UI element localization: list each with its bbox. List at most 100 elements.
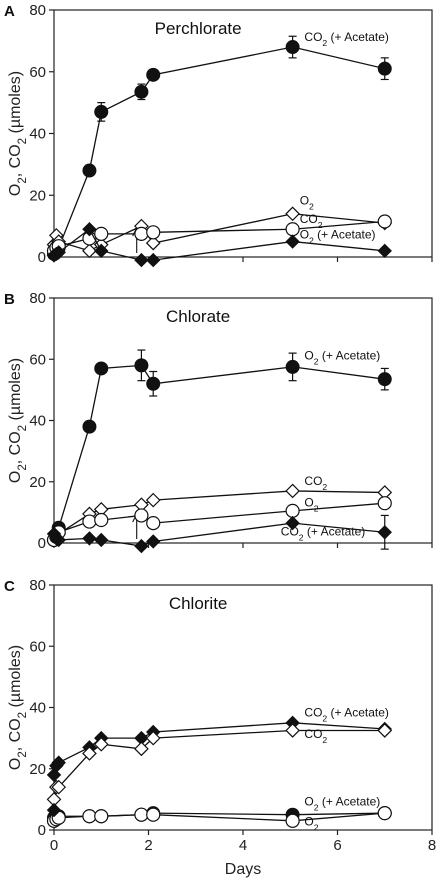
data-point xyxy=(377,496,392,511)
data-point xyxy=(285,359,300,374)
series-annotation: CO2 (+ Acetate) xyxy=(281,524,366,542)
data-point xyxy=(134,538,149,554)
y-axis-label: O2, CO2 (µmoles) xyxy=(7,71,29,196)
data-point xyxy=(285,723,300,738)
data-point xyxy=(134,807,149,822)
y-tick-label: 20 xyxy=(29,761,46,778)
data-point xyxy=(377,723,393,738)
panel-title: Chlorite xyxy=(169,594,228,613)
data-point xyxy=(285,483,300,499)
data-point xyxy=(46,802,62,818)
chart-panel-B: 0 20 40 60 80 B Chlorate O2, CO2 (µmoles) O2 (+ … xyxy=(4,290,433,554)
data-point xyxy=(145,235,161,251)
data-point xyxy=(134,358,149,373)
y-tick-label: 80 xyxy=(29,2,46,19)
series-1 xyxy=(46,723,393,807)
series-annotation: O2 xyxy=(300,194,314,212)
data-point xyxy=(146,376,161,391)
data-point xyxy=(94,361,109,376)
y-tick-label: 20 xyxy=(29,187,46,204)
panel-label: A xyxy=(4,3,15,20)
series-annotation: CO2 xyxy=(300,212,323,230)
y-axis-label: O2, CO2 (µmoles) xyxy=(7,645,29,770)
panel-label: C xyxy=(4,578,15,595)
data-point xyxy=(94,532,109,548)
series-annotation: O2 xyxy=(304,814,318,832)
series-3 xyxy=(46,806,392,828)
y-axis-label: O2, CO2 (µmoles) xyxy=(7,358,29,483)
data-point xyxy=(82,419,97,434)
data-point xyxy=(146,252,161,268)
data-point xyxy=(82,746,97,761)
data-point xyxy=(146,807,161,822)
series-annotation: O2 xyxy=(304,495,318,513)
data-point xyxy=(377,243,392,259)
data-point xyxy=(285,40,300,55)
data-point xyxy=(145,730,161,746)
series-line xyxy=(53,46,385,255)
data-point xyxy=(145,492,161,508)
plot-frame xyxy=(53,9,433,258)
data-point xyxy=(82,163,97,178)
series-annotation: CO2 (+ Acetate) xyxy=(304,706,389,724)
series-annotation: CO2 (+ Acetate) xyxy=(304,30,389,48)
data-point xyxy=(377,214,392,229)
series-annotation: O2 (+ Acetate) xyxy=(300,227,376,245)
data-point xyxy=(146,534,161,549)
y-tick-label: 40 xyxy=(29,413,46,430)
series-annotation: CO2 xyxy=(304,727,327,745)
y-tick-label: 60 xyxy=(29,64,46,81)
data-point xyxy=(134,226,149,241)
data-point xyxy=(285,515,300,531)
series-4 xyxy=(46,802,62,818)
data-point xyxy=(82,514,97,529)
series-annotation: O2 (+ Acetate) xyxy=(304,348,380,366)
data-point xyxy=(134,508,149,523)
data-point xyxy=(134,84,149,99)
data-point xyxy=(134,741,149,757)
y-tick-label: 80 xyxy=(29,577,46,594)
data-point xyxy=(146,67,161,82)
data-point xyxy=(51,532,66,548)
series-3 xyxy=(46,222,392,268)
data-point xyxy=(377,806,392,821)
y-tick-label: 80 xyxy=(29,290,46,307)
series-3 xyxy=(46,514,392,554)
y-tick-label: 40 xyxy=(29,700,46,717)
panel-label: B xyxy=(4,291,15,308)
x-tick-label: 8 xyxy=(428,837,436,854)
x-axis-label: Days xyxy=(225,861,261,878)
data-point xyxy=(285,206,300,222)
data-point xyxy=(285,222,300,237)
y-tick-label: 0 xyxy=(38,535,46,552)
data-point xyxy=(94,809,109,824)
y-tick-label: 60 xyxy=(29,351,46,368)
chart-panel-A: 0 20 40 60 80 A Perchlorate O2, CO2 (µmoles) CO2… xyxy=(4,2,433,268)
data-point xyxy=(94,226,109,241)
data-point xyxy=(285,503,300,518)
data-point xyxy=(146,515,161,531)
data-point xyxy=(285,813,300,828)
data-point xyxy=(93,736,109,752)
data-point xyxy=(94,512,109,528)
data-point xyxy=(82,243,97,259)
data-point xyxy=(94,104,109,119)
series-annotation: O2 (+ Acetate) xyxy=(304,795,380,813)
data-point xyxy=(285,234,300,249)
data-point xyxy=(82,222,97,237)
data-point xyxy=(51,779,67,795)
series-annotation: CO2 xyxy=(304,474,327,492)
data-point xyxy=(377,61,392,76)
y-tick-label: 20 xyxy=(29,474,46,491)
data-point xyxy=(94,243,109,259)
y-tick-label: 0 xyxy=(38,822,46,839)
y-tick-label: 40 xyxy=(29,126,46,143)
data-point xyxy=(377,525,392,540)
data-point xyxy=(377,372,392,387)
data-point xyxy=(82,809,97,824)
y-tick-label: 0 xyxy=(38,249,46,266)
x-tick-label: 6 xyxy=(333,837,341,854)
plot-frame xyxy=(53,297,433,544)
x-tick-label: 4 xyxy=(239,837,247,854)
